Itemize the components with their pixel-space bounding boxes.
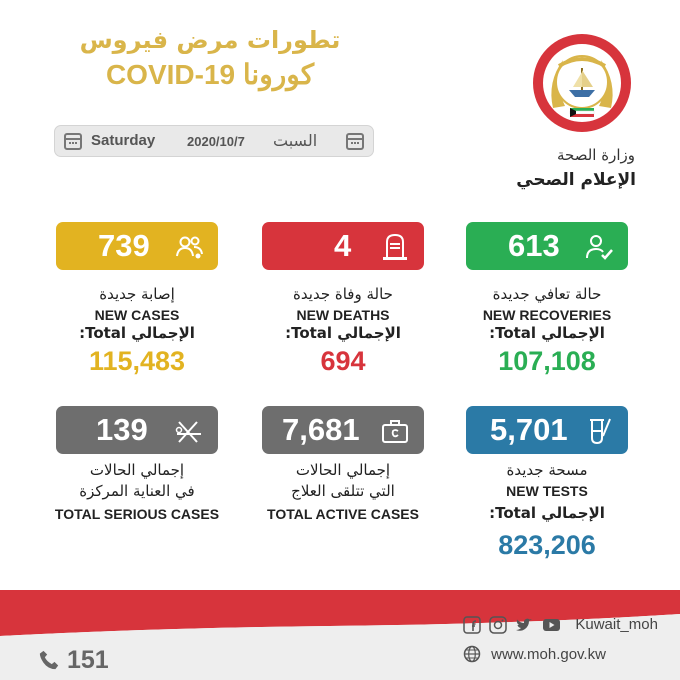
facebook-icon[interactable] [463,615,481,634]
hospital-bed-icon [175,421,201,443]
new-tests-value: 5,701 [490,412,568,447]
ministry-name: وزارة الصحة [557,146,635,164]
website-link[interactable]: www.moh.gov.kw [463,645,606,663]
calendar-icon [346,133,364,150]
serious-cases-box: 139 [56,406,218,454]
new-tests-box: 5,701 [466,406,628,454]
new-tests-total-label: الإجمالي Total: [489,504,605,522]
active-cases-value: 7,681 [282,412,360,447]
new-deaths-box: 4 [262,222,424,270]
calendar-icon [64,133,82,150]
new-tests-label-ar: مسحة جديدة [506,461,588,479]
new-deaths-total: 694 [320,346,366,376]
new-deaths-label-en: NEW DEATHS [296,307,390,323]
footer-wave-band [0,590,680,680]
hotline-number: 151 [66,646,109,674]
medical-kit-icon [382,420,408,443]
youtube-icon[interactable] [541,616,562,634]
hotline: 151 [38,646,109,675]
department-name: الإعلام الصحي [516,170,636,190]
new-recoveries-label-en: NEW RECOVERIES [482,307,612,323]
header-title-arabic: تطورات مرض فيروس [79,26,341,54]
social-handle[interactable]: Kuwait_moh [575,616,658,633]
ministry-emblem-logo [533,34,631,132]
new-deaths-value: 4 [334,228,352,263]
instagram-icon[interactable] [489,615,507,634]
globe-icon [463,645,481,663]
serious-cases-label-en: TOTAL SERIOUS CASES [54,506,220,522]
new-cases-total: 115,483 [88,346,186,376]
header-title-covid: كورونا COVID-19 [105,59,315,90]
new-recoveries-box: 613 [466,222,628,270]
active-cases-label-ar-2: التي تتلقى العلاج [291,482,395,500]
new-cases-total-label: الإجمالي Total: [79,324,195,342]
active-cases-box: 7,681 [262,406,424,454]
gravestone-icon [383,233,407,260]
phone-icon [39,650,59,670]
new-recoveries-value: 613 [508,228,560,263]
new-cases-value: 739 [98,228,150,263]
website-url[interactable]: www.moh.gov.kw [491,646,606,663]
new-cases-label-en: NEW CASES [94,307,180,323]
day-english: Saturday [91,132,156,149]
new-tests-total: 823,206 [498,530,596,560]
serious-cases-label-ar-1: إجمالي الحالات [89,461,185,479]
new-cases-label-ar: إصابة جديدة [99,285,175,303]
test-tube-icon [590,418,611,445]
serious-cases-value: 139 [96,412,148,447]
new-recoveries-total: 107,108 [498,346,596,376]
new-recoveries-label-ar: حالة تعافي جديدة [492,285,602,303]
twitter-icon[interactable] [515,616,533,634]
day-arabic: السبت [273,131,318,150]
new-tests-label-en: NEW TESTS [506,483,588,499]
new-deaths-total-label: الإجمالي Total: [285,324,401,342]
active-cases-label-ar-1: إجمالي الحالات [295,461,391,479]
people-group-icon [176,236,203,259]
new-cases-box: 739 [56,222,218,270]
date-value: 2020/10/7 [187,134,245,149]
serious-cases-label-ar-2: في العناية المركزة [79,482,195,500]
active-cases-label-en: TOTAL ACTIVE CASES [267,506,419,522]
date-bar: Saturday 2020/10/7 السبت [54,125,374,157]
user-check-icon [586,235,613,260]
new-recoveries-total-label: الإجمالي Total: [489,324,605,342]
new-deaths-label-ar: حالة وفاة جديدة [293,285,393,303]
social-links: Kuwait_moh [463,614,658,634]
